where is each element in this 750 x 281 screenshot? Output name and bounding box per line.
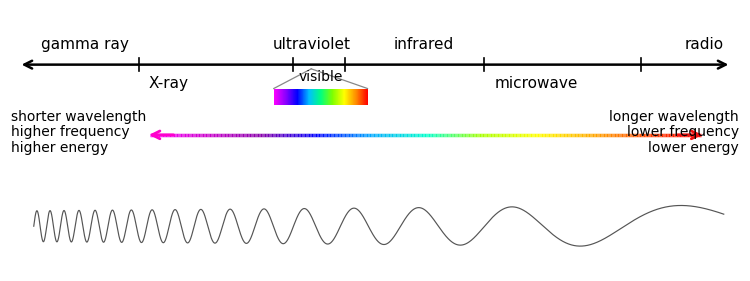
Text: higher energy: higher energy bbox=[11, 140, 109, 155]
Text: microwave: microwave bbox=[494, 76, 578, 91]
Text: lower frequency: lower frequency bbox=[627, 125, 739, 139]
Text: lower energy: lower energy bbox=[648, 140, 739, 155]
Text: higher frequency: higher frequency bbox=[11, 125, 130, 139]
Text: radio: radio bbox=[685, 37, 724, 52]
Text: infrared: infrared bbox=[394, 37, 454, 52]
Text: visible: visible bbox=[298, 70, 344, 84]
Text: ultraviolet: ultraviolet bbox=[272, 37, 350, 52]
Text: X-ray: X-ray bbox=[148, 76, 189, 91]
Text: shorter wavelength: shorter wavelength bbox=[11, 110, 146, 124]
Text: longer wavelength: longer wavelength bbox=[609, 110, 739, 124]
Text: gamma ray: gamma ray bbox=[41, 37, 129, 52]
